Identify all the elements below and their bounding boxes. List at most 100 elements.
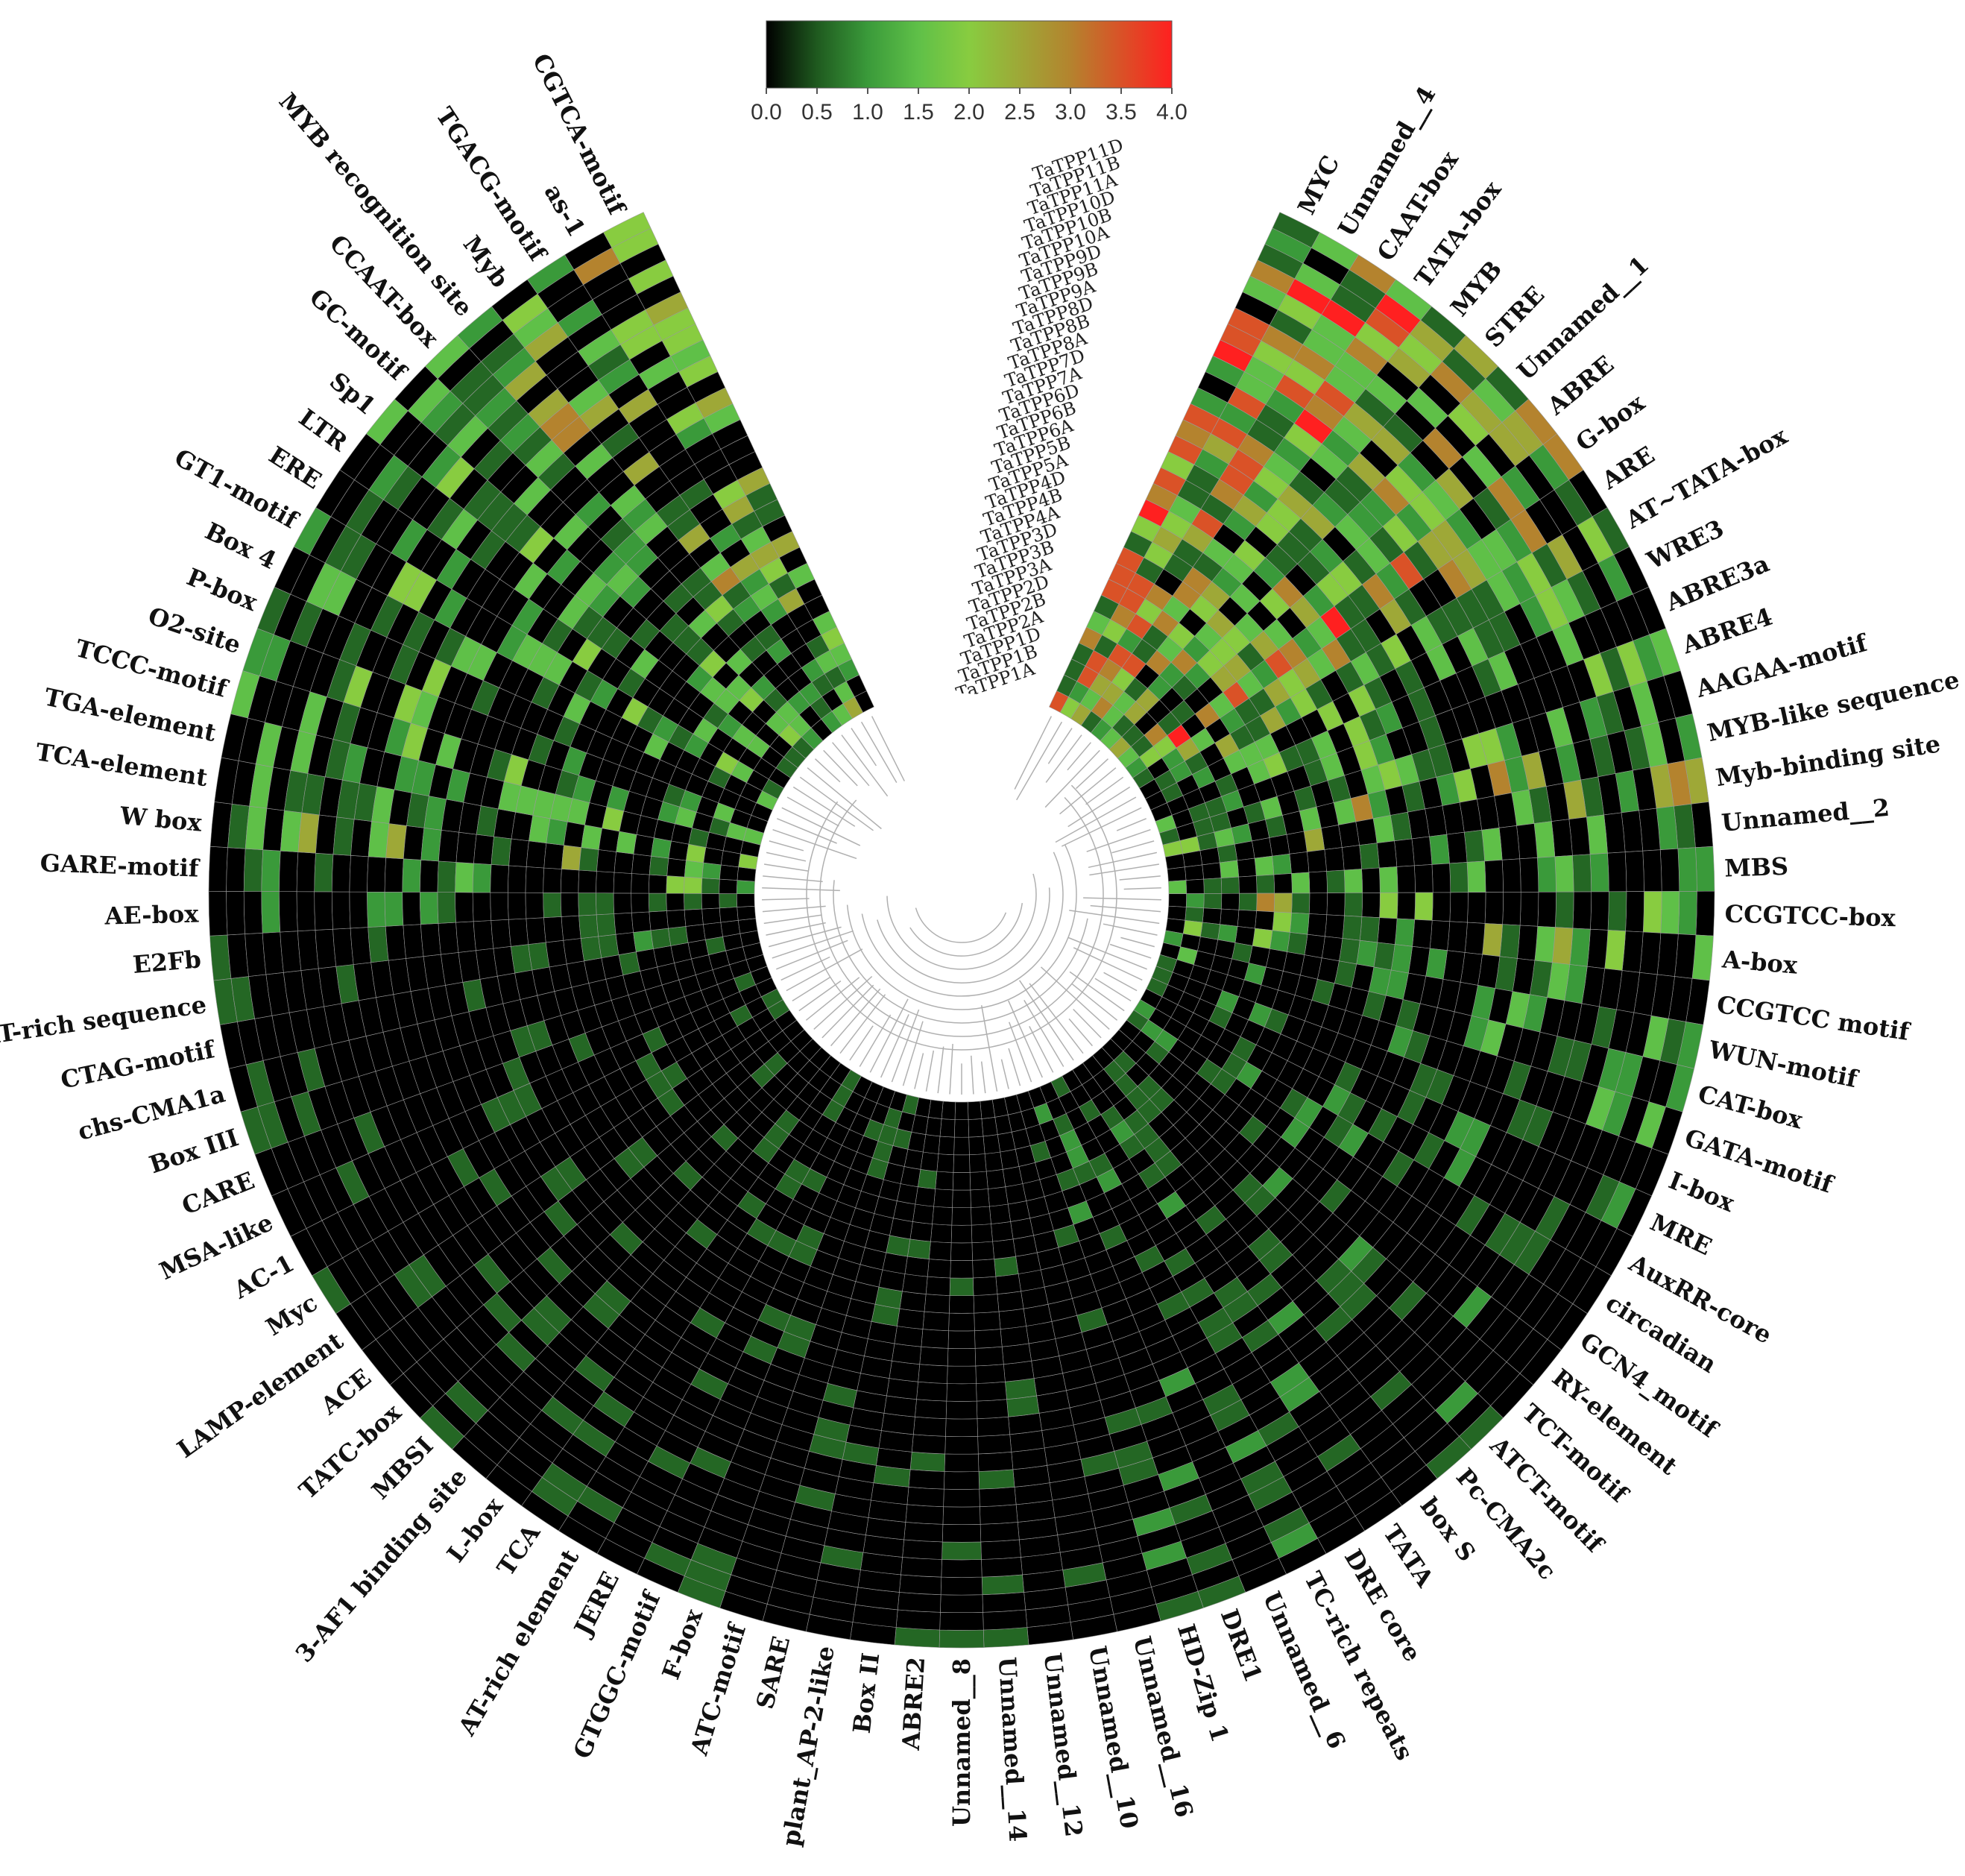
heatmap-cell <box>455 892 474 923</box>
motif-label: Myc <box>261 1288 322 1341</box>
heatmap-cell <box>1273 893 1293 913</box>
dendrogram-branch <box>1008 1000 1043 1078</box>
heatmap-cell <box>970 1189 990 1208</box>
heatmap-cell <box>1000 1326 1029 1347</box>
heatmap-cell <box>1534 925 1556 963</box>
heatmap-cell <box>902 1539 943 1560</box>
heatmap-cell <box>526 840 547 869</box>
dendrogram-branch <box>766 922 826 936</box>
heatmap-cell <box>596 893 615 916</box>
dendrogram-branch <box>832 742 870 787</box>
heatmap-cell <box>1517 925 1539 961</box>
heatmap-cell <box>912 1416 947 1437</box>
dendrogram-arc <box>915 907 1007 943</box>
heatmap-cell <box>633 930 654 952</box>
heatmap-cell <box>1586 928 1609 969</box>
heatmap-cell <box>915 1399 947 1420</box>
dendrogram-branch <box>1071 983 1118 1021</box>
heatmap-cell <box>1320 825 1343 850</box>
heatmap-cell <box>1481 827 1503 862</box>
heatmap-cell <box>992 1238 1016 1259</box>
heatmap-cell <box>561 845 582 871</box>
heatmap-cell <box>932 1206 953 1226</box>
heatmap-cell <box>1273 873 1293 894</box>
heatmap-cell <box>314 852 334 893</box>
heatmap-cell <box>208 890 228 937</box>
heatmap-cell <box>1411 836 1433 866</box>
heatmap-cell <box>1272 911 1292 933</box>
heatmap-cell <box>648 874 668 894</box>
heatmap-cell <box>1484 892 1504 925</box>
heatmap-cell <box>384 857 404 893</box>
dendrogram-branch <box>1000 1059 1009 1089</box>
heatmap-cell <box>1252 928 1273 949</box>
heatmap-cell <box>982 1609 1028 1631</box>
heatmap-cell <box>666 875 685 894</box>
dendrogram-branch <box>776 939 848 970</box>
heatmap-cell <box>1429 920 1451 951</box>
color-scale-tick-label: 2.5 <box>1004 100 1035 125</box>
heatmap-cell <box>1306 849 1327 873</box>
dendrogram-branch <box>830 988 881 1047</box>
dendrogram-branch <box>1067 742 1091 771</box>
heatmap-cell <box>1237 857 1257 878</box>
heatmap-cell <box>1007 1200 1030 1222</box>
heatmap-cell <box>543 867 562 893</box>
heatmap-cell <box>951 1207 972 1226</box>
motif-label: TCA <box>491 1519 546 1581</box>
heatmap-cell <box>952 1171 971 1191</box>
dendrogram-arc <box>886 873 1037 970</box>
motif-label: as-1 <box>539 179 591 241</box>
heatmap-cell <box>897 1308 925 1329</box>
color-scale-tick-label: 0.0 <box>751 100 782 125</box>
heatmap-cell <box>1199 847 1220 866</box>
dendrogram-branch <box>1109 943 1152 959</box>
heatmap-cell <box>1590 891 1609 931</box>
heatmap-cell <box>1167 905 1187 921</box>
heatmap-cell <box>651 837 672 859</box>
heatmap-cell <box>1536 856 1556 893</box>
heatmap-cell <box>1554 891 1574 929</box>
heatmap-cell <box>1000 1148 1020 1170</box>
heatmap-cell <box>1344 893 1363 917</box>
heatmap-cell <box>455 831 477 864</box>
heatmap-cell <box>615 932 637 955</box>
heatmap-cell <box>946 1383 977 1402</box>
heatmap-cell <box>944 1453 980 1473</box>
heatmap-cell <box>920 1151 939 1172</box>
motif-label: TCA-element <box>34 737 209 792</box>
heatmap-cell <box>1234 926 1255 946</box>
heatmap-cell <box>1326 893 1346 916</box>
dendrogram-branch <box>1119 875 1161 881</box>
heatmap-cell <box>945 1400 978 1420</box>
heatmap-cell <box>921 1329 949 1349</box>
heatmap-cell <box>904 1256 930 1277</box>
dendrogram-branch <box>980 1005 998 1092</box>
dendrogram-branch <box>1068 1018 1093 1047</box>
heatmap-cell <box>1303 828 1325 852</box>
heatmap-cell <box>1287 932 1308 955</box>
heatmap-cell <box>633 834 655 857</box>
heatmap-cell <box>385 823 407 860</box>
heatmap-cell <box>977 1451 1014 1472</box>
dendrogram-branch <box>1067 786 1131 828</box>
dendrogram-branch <box>1090 904 1161 913</box>
dendrogram-branch <box>1029 1026 1054 1073</box>
heatmap-cell <box>1307 913 1328 937</box>
heatmap-cell <box>314 891 333 931</box>
dendrogram-branch <box>949 1043 953 1095</box>
motif-label: Box 4 <box>201 517 280 575</box>
heatmap-cell <box>1342 915 1363 941</box>
heatmap-cell <box>1394 918 1416 947</box>
dendrogram-arc <box>861 852 1064 997</box>
heatmap-cell <box>894 1627 941 1648</box>
heatmap-cell <box>975 1364 1006 1384</box>
heatmap-cell <box>916 1381 947 1402</box>
heatmap-cell <box>1413 864 1433 893</box>
motif-label: ABRE4 <box>1678 602 1776 660</box>
dendrogram-branch <box>1120 937 1155 948</box>
heatmap-cell <box>1234 840 1255 861</box>
heatmap-cell <box>403 825 425 860</box>
heatmap-cell <box>935 1171 954 1191</box>
